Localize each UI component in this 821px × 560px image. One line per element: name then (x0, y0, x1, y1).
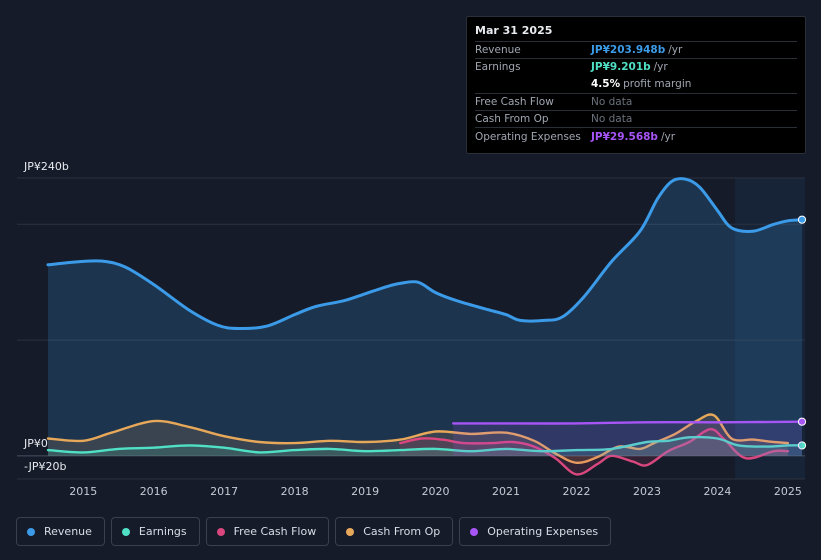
free-cash-flow-line (399, 428, 790, 476)
legend-item-cash-from-op[interactable]: Cash From Op (335, 517, 454, 546)
x-tick-label: 2021 (492, 485, 520, 498)
operating-expenses-end-marker (797, 417, 807, 426)
x-tick-label: 2020 (422, 485, 450, 498)
operating-expenses-line (452, 420, 804, 425)
legend-dot-icon (121, 527, 130, 536)
tooltip-earnings-value: JP¥9.201b (591, 61, 651, 74)
tooltip-row-opex: Operating Expenses JP¥29.568b /yr (475, 127, 797, 144)
legend-label-revenue: Revenue (44, 525, 92, 538)
tooltip-row-revenue: Revenue JP¥203.948b /yr (475, 41, 797, 58)
operating-expenses-area (453, 421, 802, 456)
forecast-region (735, 178, 805, 479)
legend-dot-icon (470, 527, 479, 536)
x-tick-label: 2023 (633, 485, 661, 498)
x-tick-label: 2019 (351, 485, 379, 498)
tooltip-fcf-value: No data (591, 96, 633, 109)
x-tick-label: 2017 (210, 485, 238, 498)
tooltip-opex-unit: /yr (660, 130, 676, 143)
tooltip-earnings-unit: /yr (653, 61, 668, 74)
legend-label-earnings: Earnings (138, 525, 187, 538)
tooltip-cfo-value: No data (591, 113, 633, 126)
legend-dot-icon (346, 527, 355, 536)
legend-label-free-cash-flow: Free Cash Flow (233, 525, 317, 538)
tooltip-panel: Mar 31 2025 Revenue JP¥203.948b /yr Earn… (466, 16, 806, 154)
tooltip-revenue-unit: /yr (668, 44, 683, 57)
legend-dot-icon (27, 527, 35, 536)
x-tick-label: 2025 (774, 485, 802, 498)
legend-dot-icon (216, 527, 225, 536)
legend-label-operating-expenses: Operating Expenses (487, 525, 599, 538)
revenue-end-marker (797, 215, 807, 224)
tooltip-earnings-label: Earnings (475, 61, 521, 74)
tooltip-date: Mar 31 2025 (475, 24, 553, 37)
tooltip-margin-text: profit margin (623, 78, 692, 91)
tooltip-revenue-value: JP¥203.948b (591, 44, 666, 57)
legend-item-revenue[interactable]: Revenue (16, 517, 105, 546)
revenue-area (48, 178, 802, 456)
earnings-line (46, 435, 804, 454)
x-tick-label: 2015 (69, 485, 97, 498)
tooltip-row-earnings: Earnings JP¥9.201b /yr (475, 58, 797, 75)
x-tick-label: 2018 (281, 485, 309, 498)
y-tick-label: -JP¥20b (24, 460, 66, 473)
tooltip-row-cfo: Cash From Op No data (475, 110, 797, 127)
tooltip-opex-value: JP¥29.568b (591, 130, 658, 143)
legend: Revenue Earnings Free Cash Flow Cash Fro… (16, 517, 617, 546)
earnings-area (48, 437, 802, 456)
tooltip-margin-value: 4.5% (591, 78, 621, 91)
cash-from-op-line (46, 413, 790, 465)
tooltip-fcf-label: Free Cash Flow (475, 96, 554, 109)
tooltip-row-fcf: Free Cash Flow No data (475, 92, 797, 110)
tooltip-cfo-label: Cash From Op (475, 113, 549, 126)
tooltip-opex-label: Operating Expenses (475, 130, 581, 143)
earnings-end-marker (797, 441, 807, 450)
legend-item-operating-expenses[interactable]: Operating Expenses (459, 517, 612, 546)
legend-item-free-cash-flow[interactable]: Free Cash Flow (205, 517, 330, 546)
x-tick-label: 2022 (563, 485, 591, 498)
revenue-line (46, 177, 804, 331)
tooltip-revenue-label: Revenue (475, 44, 521, 57)
legend-label-cash-from-op: Cash From Op (363, 525, 441, 538)
y-tick-label: JP¥240b (23, 160, 69, 173)
x-tick-label: 2024 (703, 485, 731, 498)
x-tick-label: 2016 (140, 485, 168, 498)
tooltip-row-margin: 4.5% profit margin (475, 76, 797, 93)
legend-item-earnings[interactable]: Earnings (110, 517, 200, 546)
y-tick-label: JP¥0 (23, 437, 48, 450)
